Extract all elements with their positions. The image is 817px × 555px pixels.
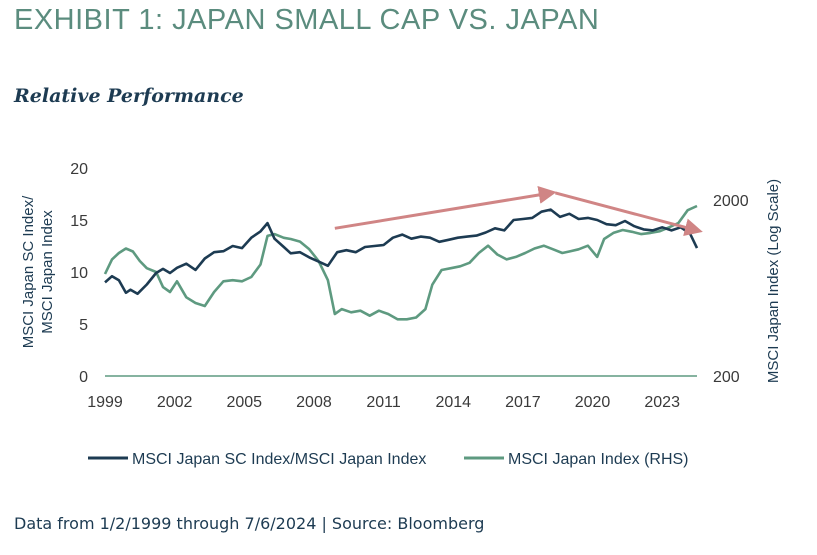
footer-source-note: Data from 1/2/1999 through 7/6/2024 | So… [14, 514, 485, 533]
right-axis-ticks: 200 2000 [713, 193, 749, 386]
left-tick-label: 10 [70, 265, 88, 282]
x-tick-label: 2002 [157, 394, 193, 411]
x-tick-label: 1999 [87, 394, 123, 411]
left-tick-label: 0 [79, 369, 88, 386]
page-title: EXHIBIT 1: JAPAN SMALL CAP VS. JAPAN [14, 4, 600, 36]
x-tick-label: 2008 [296, 394, 332, 411]
trend-arrow [555, 191, 703, 237]
right-axis-title-text: MSCI Japan Index (Log Scale) [765, 179, 782, 383]
x-tick-label: 2017 [505, 394, 541, 411]
x-tick-label: 2023 [644, 394, 680, 411]
left-tick-label: 15 [70, 213, 88, 230]
left-tick-label: 20 [70, 161, 88, 178]
left-axis-title: MSCI Japan SC Index/MSCI Japan Index [20, 195, 56, 348]
annotation-layer [334, 186, 703, 237]
series-line-msci-japan-index [103, 204, 698, 321]
left-axis-title-line: MSCI Japan SC Index/ [20, 195, 37, 348]
legend-label: MSCI Japan Index (RHS) [508, 451, 689, 468]
x-axis-ticks: 1999 2002 2005 2008 2011 2014 2017 2020 2023 [87, 394, 680, 411]
right-tick-label: 2000 [713, 193, 749, 210]
legend: MSCI Japan SC Index/MSCI Japan Index MSCI… [88, 451, 689, 468]
x-tick-label: 2005 [226, 394, 262, 411]
left-tick-label: 5 [79, 317, 88, 334]
right-tick-label: 200 [713, 369, 740, 386]
series-layer [103, 204, 699, 321]
legend-label: MSCI Japan SC Index/MSCI Japan Index [132, 451, 426, 468]
x-tick-label: 2020 [575, 394, 611, 411]
x-tick-label: 2011 [366, 394, 401, 411]
trend-arrow [334, 186, 557, 230]
right-axis-title: MSCI Japan Index (Log Scale) [765, 179, 782, 383]
x-tick-label: 2014 [435, 394, 471, 411]
chart-subtitle: Relative Performance [14, 85, 244, 107]
series-line-sc-ratio [104, 208, 699, 296]
left-axis-title-line: MSCI Japan Index [39, 210, 56, 334]
left-axis-ticks: 0 5 10 15 20 [70, 161, 88, 386]
